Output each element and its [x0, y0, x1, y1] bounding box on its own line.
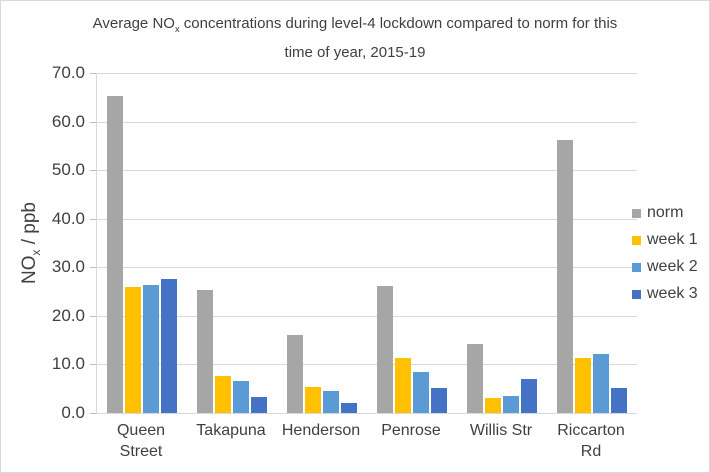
y-tick-label-20.0: 20.0 [51, 305, 85, 325]
y-tick-mark-50.0 [90, 170, 96, 172]
bar-week-2-riccarton-rd [593, 354, 609, 413]
bar-norm-queen-street [107, 96, 123, 413]
cluster-queen-street [97, 73, 187, 413]
x-label-henderson: Henderson [281, 422, 361, 439]
chart-title-line2: time of year, 2015-19 [284, 44, 426, 61]
bar-week-1-riccarton-rd [575, 357, 591, 413]
legend-swatch-week-3 [632, 289, 641, 299]
x-label-takapuna: Takapuna [196, 422, 266, 439]
bar-week-2-willis-str [503, 395, 519, 413]
y-axis-title-subscript: x [29, 249, 43, 256]
bar-week-3-queen-street [161, 278, 177, 413]
gridline-30.0 [97, 267, 637, 269]
bar-norm-riccarton-rd [557, 139, 573, 413]
bar-week-3-willis-str [521, 378, 537, 413]
gridline-70.0 [97, 73, 637, 74]
y-tick-label-50.0: 50.0 [51, 160, 85, 180]
legend-item-week-2: week 2 [632, 258, 698, 276]
bar-week-3-henderson [341, 403, 357, 413]
legend-item-week-1: week 1 [632, 231, 698, 249]
legend-swatch-week-2 [632, 262, 641, 272]
bar-week-1-willis-str [485, 397, 501, 413]
legend-label-week-1: week 1 [647, 231, 698, 248]
y-tick-mark-40.0 [90, 218, 96, 220]
cluster-penrose [367, 73, 457, 413]
bar-week-2-penrose [413, 372, 429, 413]
bar-week-2-henderson [323, 390, 339, 413]
bar-week-3-riccarton-rd [611, 388, 627, 413]
cluster-henderson [277, 73, 367, 413]
y-tick-label-40.0: 40.0 [51, 208, 85, 228]
y-tick-mark-20.0 [90, 315, 96, 317]
legend-item-week-3: week 3 [632, 285, 698, 303]
bar-norm-henderson [287, 335, 303, 413]
cluster-riccarton-rd [547, 73, 637, 413]
title-subscript: x [174, 24, 180, 34]
bar-norm-willis-str [467, 344, 483, 413]
legend-label-norm: norm [647, 204, 684, 221]
legend-item-norm: norm [632, 204, 698, 222]
x-axis-labels: Queen Street Takapuna Henderson Penrose Will… [96, 420, 636, 462]
y-tick-label-10.0: 10.0 [51, 354, 85, 374]
plot-area [96, 73, 637, 414]
title-text: concentrations during level-4 lockdown c… [179, 15, 618, 32]
gridline-50.0 [97, 170, 637, 172]
legend: norm week 1 week 2 week 3 [632, 204, 698, 303]
bar-week-2-takapuna [233, 381, 249, 413]
y-tick-label-60.0: 60.0 [51, 111, 85, 131]
bar-week-2-queen-street [143, 284, 159, 413]
y-tick-label-0.0: 0.0 [61, 403, 85, 422]
legend-swatch-week-1 [632, 235, 641, 245]
bar-week-1-henderson [305, 387, 321, 413]
y-tick-label-70.0: 70.0 [51, 63, 85, 82]
y-tick-mark-30.0 [90, 267, 96, 269]
cluster-takapuna [187, 73, 277, 413]
y-tick-mark-10.0 [90, 364, 96, 366]
gridline-10.0 [97, 364, 637, 366]
bar-norm-takapuna [197, 289, 213, 413]
legend-label-week-3: week 3 [647, 285, 698, 302]
gridline-40.0 [97, 218, 637, 220]
y-tick-mark-70.0 [90, 73, 96, 74]
legend-label-week-2: week 2 [647, 258, 698, 275]
y-tick-label-30.0: 30.0 [51, 257, 85, 277]
gridline-20.0 [97, 315, 637, 317]
y-tick-mark-60.0 [90, 121, 96, 123]
bar-week-1-queen-street [125, 286, 141, 413]
bars-row [97, 73, 637, 413]
x-label-queen-street: Queen Street [116, 422, 166, 460]
gridline-60.0 [97, 121, 637, 123]
bar-week-1-takapuna [215, 376, 231, 413]
bar-week-1-penrose [395, 358, 411, 413]
y-tick-mark-0.0 [90, 413, 96, 414]
x-label-willis-str: Willis Str [469, 422, 533, 439]
legend-swatch-norm [632, 208, 641, 218]
title-text: Average NO [92, 15, 175, 32]
chart-title-line1: Average NOx concentrations during level-… [1, 12, 709, 41]
x-label-penrose: Penrose [381, 422, 441, 439]
x-label-riccarton-rd: Riccarton Rd [557, 422, 625, 460]
cluster-willis-str [457, 73, 547, 413]
bar-week-3-penrose [431, 388, 447, 413]
chart-title: Average NOx concentrations during level-… [1, 12, 709, 64]
bar-norm-penrose [377, 286, 393, 413]
bar-week-3-takapuna [251, 396, 267, 413]
